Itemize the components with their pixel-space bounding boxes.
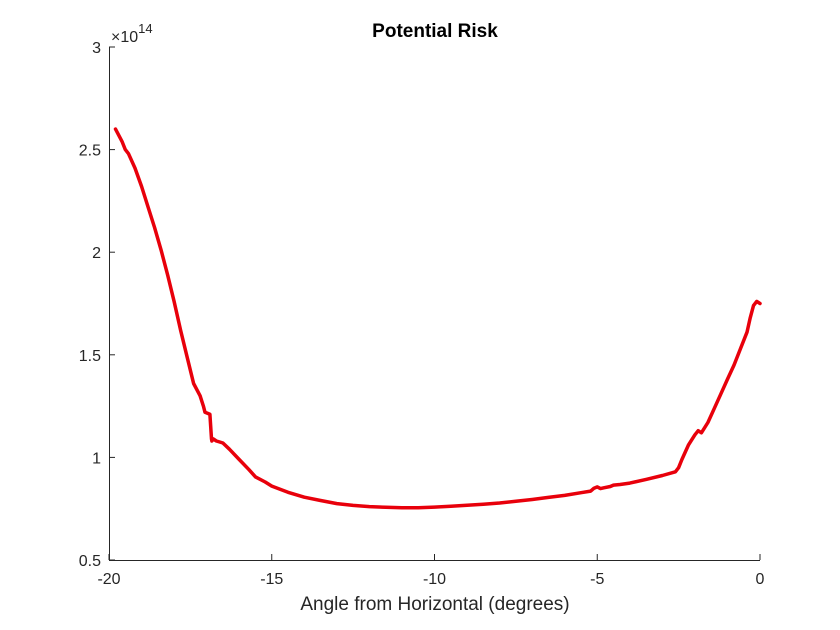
x-tick-label: 0 xyxy=(756,571,765,588)
y-tick-label: 0.5 xyxy=(79,553,101,570)
x-tick-label: -20 xyxy=(97,571,120,588)
y-ticks: 0.5 1 1.5 2 2.5 3 xyxy=(79,40,115,570)
y-tick-label: 1 xyxy=(92,450,101,467)
y-exponent-power: 14 xyxy=(138,21,152,36)
x-axis-label: Angle from Horizontal (degrees) xyxy=(300,594,569,615)
x-tick-label: -10 xyxy=(423,571,446,588)
y-exponent-base: ×10 xyxy=(111,29,138,46)
y-tick-label: 1.5 xyxy=(79,348,101,365)
y-tick-label: 3 xyxy=(92,40,101,57)
y-tick-label: 2.5 xyxy=(79,143,101,160)
y-tick-label: 2 xyxy=(92,245,101,262)
x-ticks: -20 -15 -10 -5 0 xyxy=(97,554,765,588)
y-exponent-label: ×1014 xyxy=(111,21,153,46)
svg-text:×1014: ×1014 xyxy=(111,21,153,46)
x-tick-label: -15 xyxy=(260,571,283,588)
series-line-potential-risk xyxy=(113,127,762,510)
x-tick-label: -5 xyxy=(590,571,604,588)
chart-title: Potential Risk xyxy=(372,21,498,42)
